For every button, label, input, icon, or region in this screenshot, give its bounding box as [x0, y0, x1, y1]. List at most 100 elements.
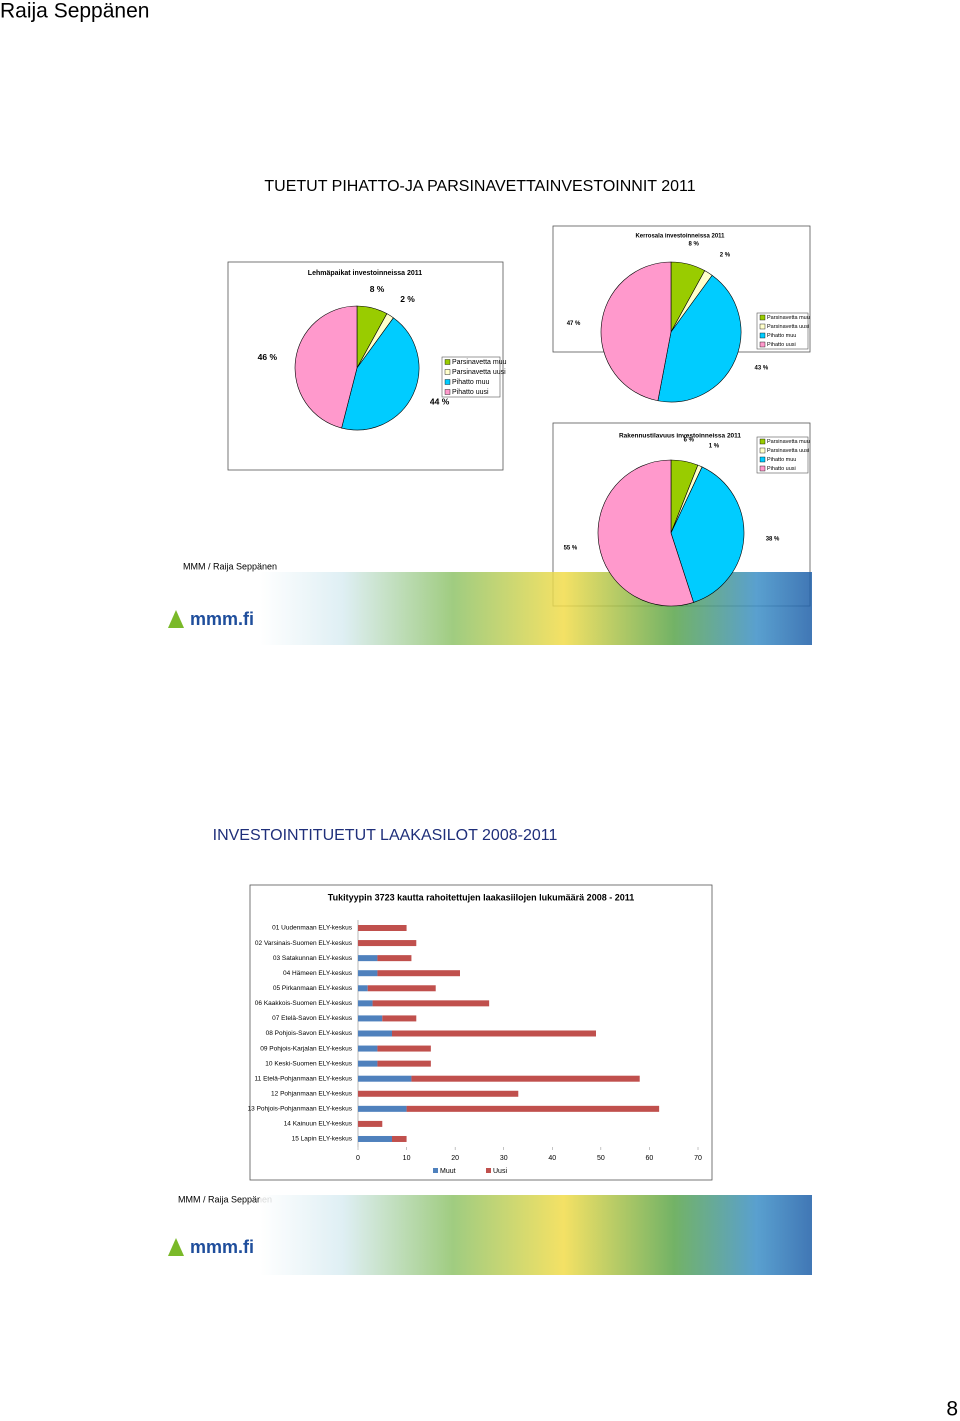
legend-box [756, 312, 809, 350]
pie-slice [294, 305, 358, 429]
y-tick-label: 03 Satakunnan ELY-keskus [273, 955, 353, 962]
bar-segment [358, 1075, 412, 1082]
y-tick-label: 07 Etelä-Savon ELY-keskus [272, 1015, 353, 1022]
bar-segment [377, 1045, 431, 1052]
data-label: 44 % [430, 397, 450, 407]
y-tick-label: 10 Keski-Suomen ELY-keskus [265, 1060, 352, 1067]
data-label: 43 % [755, 366, 769, 372]
bar-segment [358, 1105, 407, 1112]
data-label: 47 % [567, 321, 581, 327]
x-tick-label: 0 [356, 1155, 360, 1162]
legend-swatch [759, 314, 766, 321]
legend-label: Pihatto muu [767, 333, 796, 339]
pie-slice [597, 459, 694, 607]
x-tick-label: 40 [548, 1155, 556, 1162]
slide-title: INVESTOINTITUETUT LAAKASILOT 2008-2011 [213, 827, 558, 844]
bar-segment [358, 1030, 392, 1037]
legend-swatch [759, 332, 766, 339]
y-tick-label: 13 Pohjois-Pohjanmaan ELY-keskus [248, 1106, 353, 1113]
bar-segment [367, 985, 436, 992]
pie-slice [657, 274, 742, 403]
logo-icon [168, 1238, 184, 1256]
legend-swatch [433, 1168, 438, 1173]
data-label: 55 % [564, 545, 578, 551]
bar-segment [358, 1000, 373, 1007]
legend-label: Pihatto muu [767, 457, 796, 463]
slide-title: TUETUT PIHATTO-JA PARSINAVETTAINVESTOINN… [264, 178, 695, 195]
chart-frame [249, 884, 713, 1181]
legend-label: Muut [440, 1168, 456, 1175]
data-label: 46 % [258, 352, 278, 362]
legend-swatch [759, 341, 766, 348]
page-number: 8 [946, 1398, 958, 1421]
chart-title: Tukityypin 3723 kautta rahoitettujen laa… [328, 892, 634, 902]
legend-label: Parsinavetta uusi [452, 369, 506, 376]
data-label: 8 % [370, 284, 385, 294]
bar-segment [358, 1045, 378, 1052]
logo-icon [168, 610, 184, 628]
data-label: 8 % [688, 241, 699, 247]
bar-segment [358, 985, 368, 992]
bar-segment [377, 1060, 431, 1067]
data-label: 38 % [766, 537, 780, 543]
data-label: 1 % [709, 443, 720, 449]
bar-segment [377, 955, 412, 962]
bar-segment [358, 955, 378, 962]
bar-segment [372, 1000, 490, 1007]
bar-segment [358, 1120, 383, 1127]
y-tick-label: 04 Hämeen ELY-keskus [283, 970, 353, 977]
legend-swatch [759, 323, 766, 330]
legend-label: Parsinavetta muu [767, 315, 810, 321]
bar-segment [411, 1075, 640, 1082]
bar-segment [377, 970, 460, 977]
x-tick-label: 60 [646, 1155, 654, 1162]
logo-text: mmm.fi [190, 609, 254, 629]
logo-strip [260, 1195, 812, 1275]
legend-swatch [444, 359, 451, 365]
legend-label: Parsinavetta uusi [767, 324, 809, 330]
legend-swatch [759, 456, 766, 463]
slide-footer: MMM / Raija Seppänen [183, 561, 277, 571]
legend-label: Parsinavetta muu [452, 359, 507, 366]
legend-swatch [486, 1168, 491, 1173]
bar-segment [358, 940, 417, 947]
y-tick-label: 14 Kainuun ELY-keskus [284, 1121, 353, 1128]
slide-footer: MMM / Raija Seppänen [178, 1194, 272, 1204]
y-tick-label: 09 Pohjois-Karjalan ELY-keskus [260, 1045, 353, 1052]
legend-label: Parsinavetta uusi [767, 448, 809, 454]
y-tick-label: 11 Etelä-Pohjanmaan ELY-keskus [255, 1075, 353, 1082]
data-label: 2 % [400, 294, 415, 304]
chart-title: Lehmäpaikat investoinneissa 2011 [308, 270, 422, 277]
x-tick-label: 10 [403, 1155, 411, 1162]
x-tick-label: 70 [694, 1155, 702, 1162]
y-tick-label: 15 Lapin ELY-keskus [292, 1136, 353, 1143]
legend-swatch [759, 465, 766, 472]
x-tick-label: 20 [451, 1155, 459, 1162]
legend-label: Pihatto uusi [767, 342, 796, 348]
bar-segment [392, 1135, 407, 1142]
legend-swatch [444, 369, 451, 375]
bar-segment [358, 1060, 378, 1067]
legend-box [441, 356, 501, 398]
y-tick-label: 12 Pohjanmaan ELY-keskus [271, 1090, 353, 1097]
legend-box [756, 436, 809, 474]
bar-segment [358, 1090, 519, 1097]
logo-strip [260, 572, 812, 645]
bar-segment [406, 1105, 660, 1112]
bar-segment [358, 1135, 392, 1142]
y-tick-label: 01 Uudenmaan ELY-keskus [272, 925, 353, 932]
legend-swatch [759, 438, 766, 445]
bar-segment [358, 1015, 383, 1022]
legend-label: Pihatto uusi [452, 389, 489, 396]
data-label: 2 % [720, 253, 731, 259]
x-tick-label: 50 [597, 1155, 605, 1162]
data-label: 6 % [684, 437, 695, 443]
legend-label: Pihatto muu [452, 379, 489, 386]
y-tick-label: 08 Pohjois-Savon ELY-keskus [266, 1030, 353, 1037]
y-tick-label: 02 Varsinais-Suomen ELY-keskus [255, 940, 353, 947]
legend-label: Pihatto uusi [767, 466, 796, 472]
logo-text: mmm.fi [190, 1237, 254, 1257]
pie-slice [341, 317, 420, 431]
